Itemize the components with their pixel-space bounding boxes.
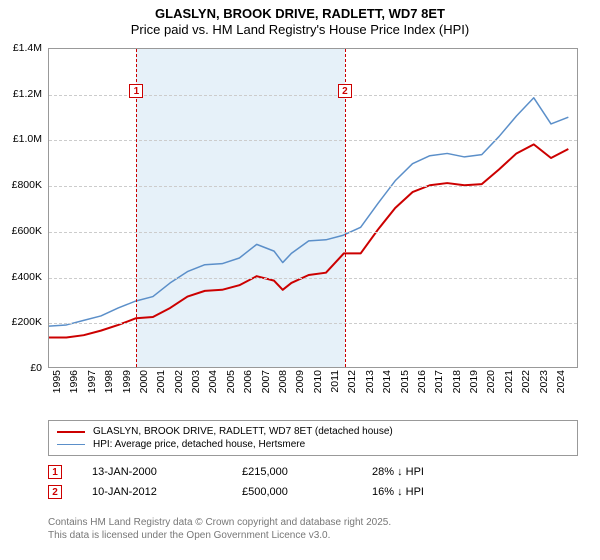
legend-swatch [57,431,85,433]
y-tick-label: £800K [12,179,42,191]
x-tick-label: 2018 [451,370,463,393]
x-tick-label: 2016 [416,370,428,393]
annotation-date: 13-JAN-2000 [92,466,212,478]
gridline [49,95,577,96]
y-tick-label: £200K [12,316,42,328]
annotations: 1 13-JAN-2000 £215,000 28% ↓ HPI 2 10-JAN-201… [48,462,578,502]
annotation-price: £215,000 [242,466,342,478]
x-tick-label: 2024 [555,370,567,393]
footnote-line-1: Contains HM Land Registry data © Crown c… [48,516,391,529]
legend-label: GLASLYN, BROOK DRIVE, RADLETT, WD7 8ET (… [93,426,393,437]
x-tick-label: 2004 [207,370,219,393]
x-tick-label: 2000 [138,370,150,393]
x-tick-label: 2006 [242,370,254,393]
x-tick-label: 1996 [68,370,80,393]
y-tick-label: £1.0M [13,133,42,145]
x-tick-label: 2020 [485,370,497,393]
marker-flag: 1 [129,84,143,98]
x-tick-label: 2009 [294,370,306,393]
x-tick-label: 2001 [155,370,167,393]
x-tick-label: 2011 [329,370,341,393]
footnote-line-2: This data is licensed under the Open Gov… [48,529,391,542]
annotation-marker: 2 [48,485,62,499]
x-tick-label: 2010 [312,370,324,393]
y-tick-label: £600K [12,225,42,237]
gridline [49,232,577,233]
annotation-date: 10-JAN-2012 [92,486,212,498]
x-tick-label: 2017 [433,370,445,393]
chart-container: GLASLYN, BROOK DRIVE, RADLETT, WD7 8ET P… [0,0,600,560]
gridline [49,278,577,279]
title-line-2: Price paid vs. HM Land Registry's House … [0,22,600,37]
x-tick-label: 2008 [277,370,289,393]
plot-area: 12 [48,48,578,368]
x-tick-label: 2015 [399,370,411,393]
y-axis: £0£200K£400K£600K£800K£1.0M£1.2M£1.4M [0,48,46,368]
x-tick-label: 2007 [260,370,272,393]
y-tick-label: £1.2M [13,88,42,100]
x-tick-label: 2022 [520,370,532,393]
legend-row: HPI: Average price, detached house, Hert… [57,438,569,451]
x-axis: 1995 1996 1997 1998 1999 2000 2001 2002 2003 2004… [48,370,578,422]
annotation-row: 1 13-JAN-2000 £215,000 28% ↓ HPI [48,462,578,482]
x-tick-label: 1998 [103,370,115,393]
x-tick-label: 2023 [538,370,550,393]
y-tick-label: £400K [12,271,42,283]
chart-title: GLASLYN, BROOK DRIVE, RADLETT, WD7 8ET P… [0,0,600,37]
legend-row: GLASLYN, BROOK DRIVE, RADLETT, WD7 8ET (… [57,425,569,438]
annotation-diff: 16% ↓ HPI [372,486,424,498]
x-tick-label: 2013 [364,370,376,393]
gridline [49,140,577,141]
y-tick-label: £1.4M [13,42,42,54]
annotation-marker: 1 [48,465,62,479]
footnote: Contains HM Land Registry data © Crown c… [48,516,391,542]
x-tick-label: 2003 [190,370,202,393]
y-tick-label: £0 [30,362,42,374]
x-tick-label: 2021 [503,370,515,393]
title-line-1: GLASLYN, BROOK DRIVE, RADLETT, WD7 8ET [0,6,600,21]
annotation-diff: 28% ↓ HPI [372,466,424,478]
x-tick-label: 2002 [173,370,185,393]
x-tick-label: 2012 [346,370,358,393]
legend: GLASLYN, BROOK DRIVE, RADLETT, WD7 8ET (… [48,420,578,456]
x-tick-label: 2019 [468,370,480,393]
annotation-row: 2 10-JAN-2012 £500,000 16% ↓ HPI [48,482,578,502]
gridline [49,323,577,324]
legend-label: HPI: Average price, detached house, Hert… [93,439,305,450]
x-tick-label: 2005 [225,370,237,393]
annotation-price: £500,000 [242,486,342,498]
x-tick-label: 1997 [86,370,98,393]
x-tick-label: 2014 [381,370,393,393]
shaded-region [136,49,345,367]
x-tick-label: 1995 [51,370,63,393]
x-tick-label: 1999 [121,370,133,393]
legend-swatch [57,444,85,445]
marker-flag: 2 [338,84,352,98]
gridline [49,186,577,187]
